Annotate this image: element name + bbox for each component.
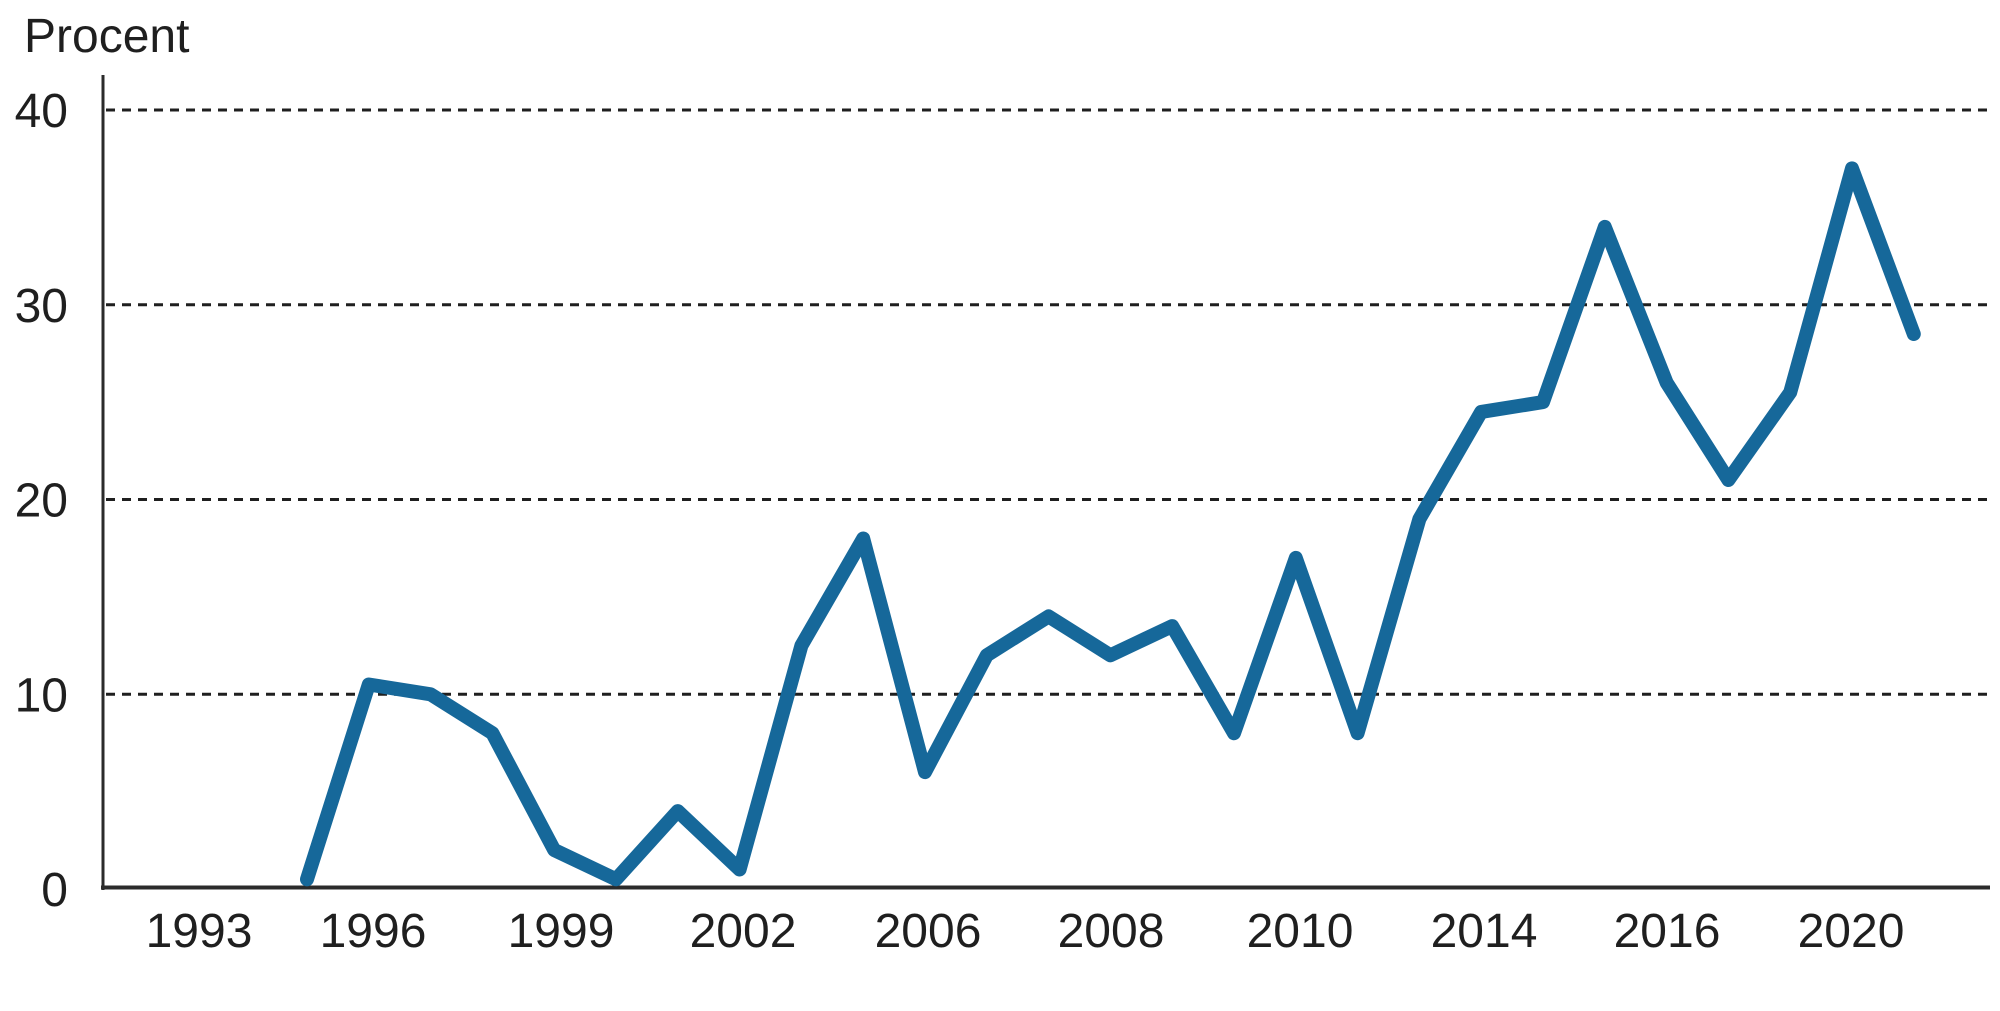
x-tick-label-2006: 2006 <box>875 905 982 958</box>
y-tick-label-40: 40 <box>15 85 68 138</box>
y-tick-label-30: 30 <box>15 280 68 333</box>
x-tick-label-2016: 2016 <box>1614 905 1721 958</box>
x-tick-label-2014: 2014 <box>1431 905 1538 958</box>
x-tick-label-2002: 2002 <box>690 905 797 958</box>
data-line-Procent <box>300 161 1921 887</box>
y-tick-label-10: 10 <box>15 669 68 722</box>
y-tick-label-0: 0 <box>41 864 68 917</box>
x-tick-label-1993: 1993 <box>146 905 253 958</box>
y-axis-title: Procent <box>24 10 189 63</box>
x-tick-label-2008: 2008 <box>1058 905 1165 958</box>
x-tick-label-2010: 2010 <box>1247 905 1354 958</box>
y-tick-label-20: 20 <box>15 475 68 528</box>
x-tick-label-1999: 1999 <box>508 905 615 958</box>
x-tick-label-1996: 1996 <box>320 905 427 958</box>
x-tick-label-2020: 2020 <box>1798 905 1905 958</box>
